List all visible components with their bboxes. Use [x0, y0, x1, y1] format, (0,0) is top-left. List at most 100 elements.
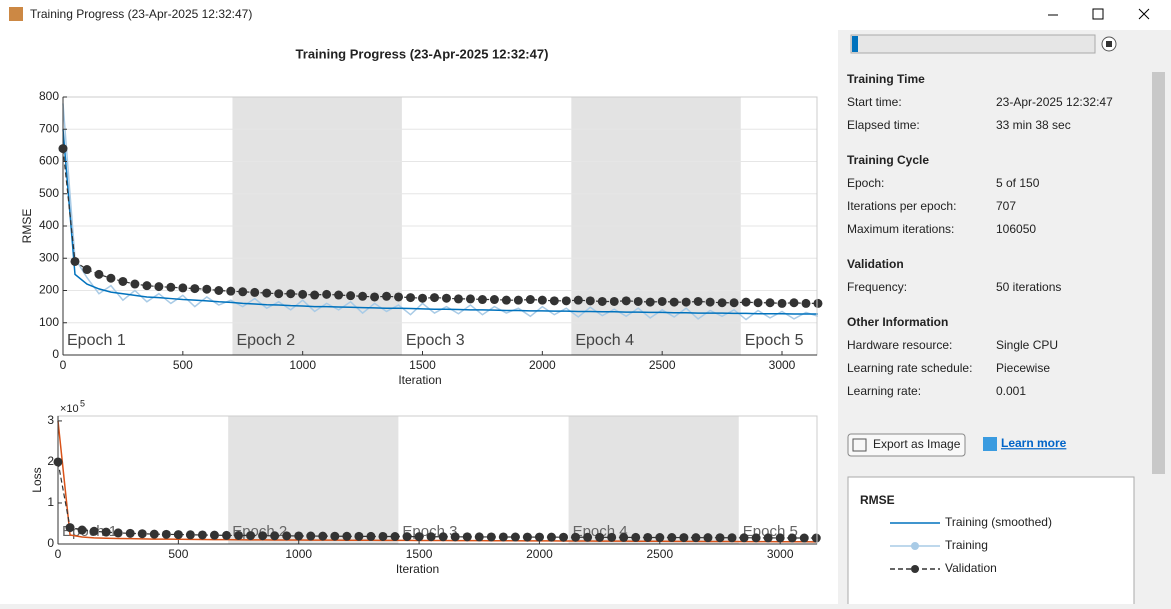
- marker: [322, 289, 332, 299]
- marker: [717, 298, 727, 308]
- info-value: 23-Apr-2025 12:32:47: [996, 95, 1113, 109]
- app-icon: [9, 7, 23, 21]
- marker: [438, 532, 448, 542]
- export-button[interactable]: [847, 433, 966, 457]
- info-label: Frequency:: [847, 280, 907, 294]
- marker: [585, 296, 595, 306]
- x-axis-label: Iteration: [398, 373, 441, 387]
- marker: [811, 533, 821, 543]
- info-value: Single CPU: [996, 338, 1058, 352]
- info-value: 707: [996, 199, 1016, 213]
- marker: [358, 291, 368, 301]
- marker: [537, 295, 547, 305]
- info-icon: [983, 437, 997, 451]
- y-tick-label: 0: [47, 536, 54, 550]
- marker: [534, 532, 544, 542]
- marker: [655, 533, 665, 543]
- marker: [462, 532, 472, 542]
- y-tick-label: 300: [39, 250, 59, 264]
- marker: [214, 286, 224, 295]
- section-title: Training Cycle: [847, 153, 929, 167]
- marker: [693, 296, 703, 306]
- marker: [178, 283, 188, 293]
- marker: [525, 295, 535, 305]
- info-label: Start time:: [847, 95, 902, 109]
- marker: [274, 289, 284, 299]
- info-value: 5 of 150: [996, 176, 1040, 190]
- marker: [161, 529, 171, 539]
- marker: [813, 298, 823, 308]
- close[interactable]: [1138, 8, 1150, 20]
- progress-fill: [852, 36, 858, 52]
- chart-title: Training Progress (23-Apr-2025 12:32:47): [296, 46, 549, 61]
- info-label: Learning rate schedule:: [847, 361, 972, 375]
- marker: [561, 296, 571, 306]
- marker: [154, 282, 164, 292]
- legend-title: RMSE: [860, 493, 895, 507]
- scrollbar[interactable]: [1152, 72, 1165, 474]
- marker: [498, 532, 508, 542]
- marker: [346, 291, 356, 301]
- marker: [787, 533, 797, 543]
- marker: [777, 298, 787, 308]
- marker: [669, 297, 679, 307]
- marker: [202, 284, 212, 294]
- marker: [715, 533, 725, 543]
- epoch-label: Epoch 4: [575, 332, 634, 349]
- series-line: [57, 420, 817, 543]
- marker: [522, 532, 532, 542]
- y-axis-label: Loss: [30, 467, 44, 492]
- marker: [429, 293, 439, 303]
- x-tick-label: 500: [173, 358, 193, 372]
- series-line: [62, 129, 818, 315]
- marker: [246, 531, 256, 541]
- marker: [354, 531, 364, 541]
- marker: [149, 529, 159, 539]
- info-value: 106050: [996, 222, 1036, 236]
- marker: [270, 531, 280, 541]
- marker: [238, 287, 248, 297]
- epoch-label: Epoch 2: [236, 332, 295, 349]
- info-label: Maximum iterations:: [847, 222, 954, 236]
- section-title: Training Time: [847, 72, 925, 86]
- x-tick-label: 1000: [285, 547, 312, 561]
- window-title: Training Progress (23-Apr-2025 12:32:47): [30, 7, 252, 21]
- info-label: Iterations per epoch:: [847, 199, 956, 213]
- legend-label: Training: [945, 538, 988, 552]
- epoch-band: [228, 416, 399, 544]
- marker: [667, 533, 677, 543]
- marker: [282, 531, 292, 541]
- marker: [571, 532, 581, 542]
- x-tick-label: 0: [55, 547, 62, 561]
- info-label: Learning rate:: [847, 384, 921, 398]
- marker: [342, 531, 352, 541]
- legend-marker: [911, 542, 919, 550]
- marker: [89, 526, 99, 536]
- info-label: Hardware resource:: [847, 338, 952, 352]
- marker: [262, 288, 272, 298]
- marker: [465, 294, 475, 304]
- legend-label: Training (smoothed): [945, 515, 1052, 529]
- marker: [595, 532, 605, 542]
- x-tick-label: 1500: [406, 547, 433, 561]
- learn-more[interactable]: Learn more: [1001, 436, 1067, 450]
- info-value: 0.001: [996, 384, 1026, 398]
- x-tick-label: 2500: [649, 358, 676, 372]
- marker: [222, 530, 232, 540]
- marker: [65, 523, 75, 533]
- marker: [142, 281, 152, 291]
- marker: [197, 530, 207, 540]
- marker: [631, 532, 641, 542]
- marker: [763, 533, 773, 543]
- progress-bar: [850, 34, 1096, 54]
- marker: [318, 531, 328, 541]
- marker: [334, 290, 344, 300]
- x-axis-label: Iteration: [396, 562, 439, 576]
- x-tick-label: 3000: [767, 547, 794, 561]
- x-tick-label: 0: [60, 358, 67, 372]
- info-value: Piecewise: [996, 361, 1050, 375]
- marker: [402, 532, 412, 542]
- maximize[interactable]: [1092, 8, 1104, 20]
- marker: [486, 532, 496, 542]
- marker: [298, 289, 308, 299]
